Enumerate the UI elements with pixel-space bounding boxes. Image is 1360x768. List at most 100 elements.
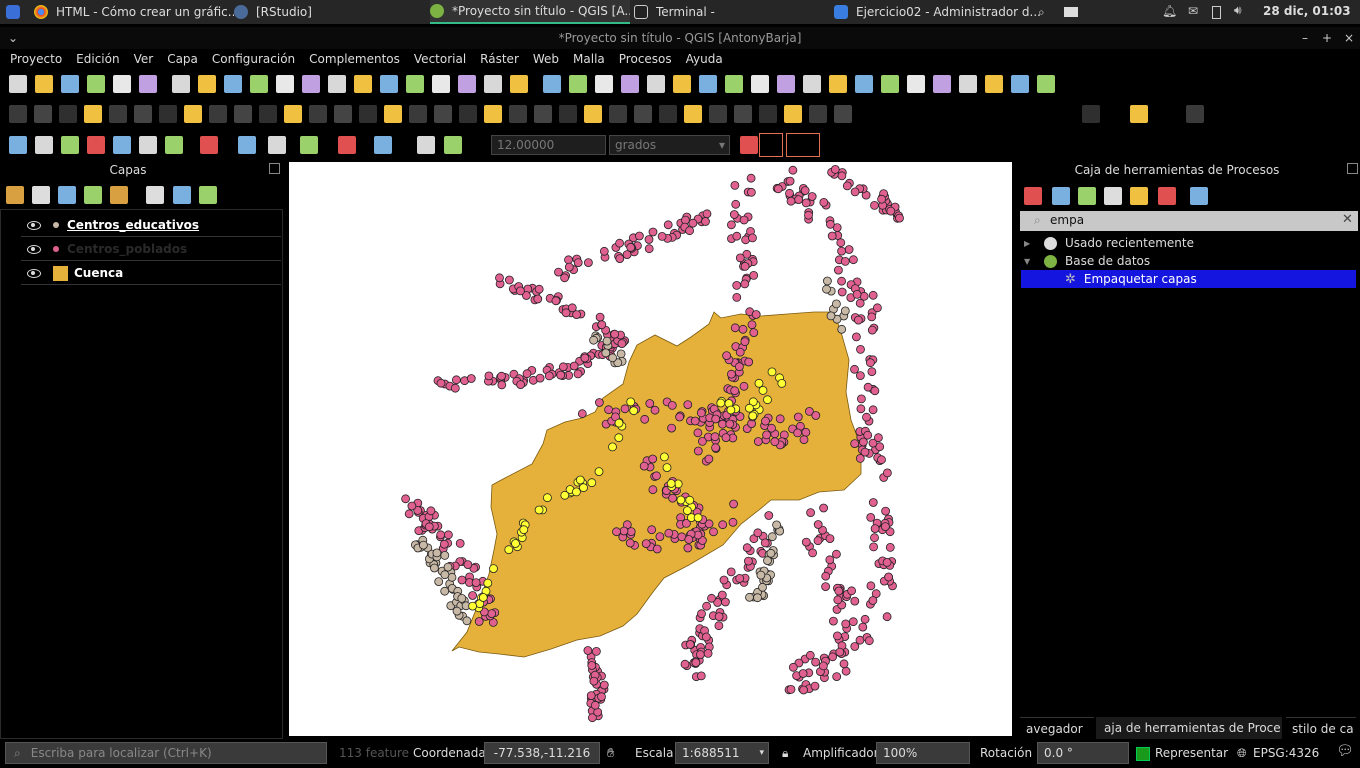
lock-icon[interactable]: 🔒︎ bbox=[782, 746, 789, 760]
crs-button[interactable]: EPSG:4326 bbox=[1253, 746, 1320, 760]
toolbar-tool-icon[interactable] bbox=[84, 105, 102, 123]
toolbar-tool-icon[interactable] bbox=[673, 75, 691, 93]
toolbar-tool-icon[interactable] bbox=[534, 105, 552, 123]
toolbar-tool-icon[interactable] bbox=[113, 75, 131, 93]
toolbar-tool-icon[interactable] bbox=[1104, 187, 1122, 205]
toolbar-tool-icon[interactable] bbox=[198, 75, 216, 93]
menu-capa[interactable]: Capa bbox=[167, 52, 198, 66]
toolbar-tool-icon[interactable] bbox=[59, 105, 77, 123]
toolbar-tool-icon[interactable] bbox=[338, 136, 356, 154]
bell-icon[interactable]: 🔔︎ bbox=[1162, 4, 1178, 18]
messages-icon[interactable]: 💬︎ bbox=[1336, 743, 1354, 759]
menu-ayuda[interactable]: Ayuda bbox=[685, 52, 723, 66]
toolbar-tool-icon[interactable] bbox=[444, 136, 462, 154]
task-chrome[interactable]: HTML - Cómo crear un gráfic... bbox=[34, 0, 234, 24]
toolbar-tool-icon[interactable] bbox=[647, 75, 665, 93]
layer-row-cuenca[interactable]: Cuenca bbox=[21, 262, 281, 285]
tab-navegador[interactable]: avegador bbox=[1020, 717, 1094, 739]
menu-edicion[interactable]: Edición bbox=[76, 52, 120, 66]
clear-search-icon[interactable]: ✕ bbox=[1342, 212, 1353, 227]
toolbar-tool-icon[interactable] bbox=[907, 75, 925, 93]
toolbar-tool-icon[interactable] bbox=[87, 136, 105, 154]
toolbar-tool-icon[interactable] bbox=[139, 136, 157, 154]
toolbar-tool-icon[interactable] bbox=[84, 186, 102, 204]
processing-search-input[interactable]: ⌕ empa ✕ bbox=[1020, 211, 1358, 231]
toolbar-tool-icon[interactable] bbox=[881, 75, 899, 93]
toolbar-tool-icon[interactable] bbox=[634, 105, 652, 123]
toolbar-tool-icon[interactable] bbox=[199, 186, 217, 204]
toolbar-tool-icon[interactable] bbox=[259, 105, 277, 123]
toolbar-tool-icon[interactable] bbox=[417, 136, 435, 154]
toolbar-tool-icon[interactable] bbox=[184, 105, 202, 123]
menu-raster[interactable]: Ráster bbox=[480, 52, 519, 66]
toolbar-tool-icon[interactable] bbox=[569, 75, 587, 93]
toolbar-tool-icon[interactable] bbox=[1078, 187, 1096, 205]
layer-row-centros-educativos[interactable]: Centros_educativos bbox=[21, 214, 281, 237]
task-qgis[interactable]: *Proyecto sin título - QGIS [A... bbox=[430, 0, 630, 24]
toolbar-tool-icon[interactable] bbox=[32, 186, 50, 204]
toolbar-tool-icon[interactable] bbox=[855, 75, 873, 93]
toolbar-tool-icon[interactable] bbox=[284, 105, 302, 123]
undock-icon[interactable] bbox=[269, 163, 280, 174]
toolbar-tool-icon[interactable] bbox=[709, 105, 727, 123]
toolbar-tool-icon[interactable] bbox=[809, 105, 827, 123]
volume-icon[interactable]: 🔊︎ bbox=[1234, 3, 1242, 17]
toolbar-tool-icon[interactable] bbox=[58, 186, 76, 204]
magnifier-spinbox[interactable]: 100% bbox=[876, 742, 970, 764]
toolbar-tool-icon[interactable] bbox=[87, 75, 105, 93]
toolbar-tool-icon[interactable] bbox=[1037, 75, 1055, 93]
toolbar-tool-icon[interactable] bbox=[209, 105, 227, 123]
toolbar-tool-icon[interactable] bbox=[621, 75, 639, 93]
map-canvas[interactable] bbox=[289, 162, 1012, 736]
toolbar-tool-icon[interactable] bbox=[328, 75, 346, 93]
toolbar-tool-icon[interactable] bbox=[803, 75, 821, 93]
toolbar-tool-icon[interactable] bbox=[409, 105, 427, 123]
toolbar-tool-icon[interactable] bbox=[751, 75, 769, 93]
toolbar-tool-icon[interactable] bbox=[1011, 75, 1029, 93]
toolbar-tool-icon[interactable] bbox=[734, 105, 752, 123]
toolbar-tool-icon[interactable] bbox=[543, 75, 561, 93]
toolbar-tool-icon[interactable] bbox=[224, 75, 242, 93]
locator-search-input[interactable]: ⌕ Escriba para localizar (Ctrl+K) bbox=[5, 742, 327, 764]
eye-icon[interactable] bbox=[27, 268, 41, 278]
toolbar-tool-icon[interactable] bbox=[34, 105, 52, 123]
toolbar-tool-icon[interactable] bbox=[1024, 187, 1042, 205]
menu-complementos[interactable]: Complementos bbox=[309, 52, 400, 66]
toolbar-tool-icon[interactable] bbox=[250, 75, 268, 93]
toolbar-tool-icon[interactable] bbox=[61, 75, 79, 93]
menu-web[interactable]: Web bbox=[532, 52, 560, 66]
tree-item-database[interactable]: ▼ Base de datos bbox=[1024, 252, 1150, 270]
toolbar-tool-icon[interactable] bbox=[484, 105, 502, 123]
toolbar-tool-icon[interactable] bbox=[110, 186, 128, 204]
minimize-icon[interactable]: – bbox=[1302, 31, 1308, 45]
toolbar-tool-icon[interactable] bbox=[9, 105, 27, 123]
toolbar-tool-icon[interactable] bbox=[725, 75, 743, 93]
window-menu-icon[interactable]: ⌄ bbox=[8, 31, 19, 45]
close-icon[interactable]: × bbox=[1344, 31, 1355, 45]
toolbar-tool-icon[interactable] bbox=[238, 136, 256, 154]
toolbar-tool-icon[interactable] bbox=[609, 105, 627, 123]
toolbar-tool-icon[interactable] bbox=[139, 75, 157, 93]
toolbar-tool-icon[interactable] bbox=[777, 75, 795, 93]
toolbar-tool-icon[interactable] bbox=[484, 75, 502, 93]
toolbar-tool-icon[interactable] bbox=[109, 105, 127, 123]
toolbar-tool-icon[interactable] bbox=[784, 105, 802, 123]
collapse-arrow-icon[interactable]: ▼ bbox=[1024, 256, 1031, 266]
toolbar-tool-icon[interactable] bbox=[834, 105, 852, 123]
toolbar-tool-icon[interactable] bbox=[559, 105, 577, 123]
menu-vectorial[interactable]: Vectorial bbox=[413, 52, 467, 66]
toolbar-tool-icon[interactable] bbox=[374, 136, 392, 154]
snap-intersection-button[interactable] bbox=[759, 133, 783, 157]
search-icon[interactable]: ⌕ bbox=[1038, 5, 1045, 19]
toolbar-tool-icon[interactable] bbox=[146, 186, 164, 204]
toolbar-tool-icon[interactable] bbox=[165, 136, 183, 154]
snap-trace-button[interactable] bbox=[786, 133, 820, 157]
scale-combo[interactable]: 1:688511 ▾ bbox=[675, 742, 769, 764]
toolbar-tool-icon[interactable] bbox=[380, 75, 398, 93]
toolbar-tool-icon[interactable] bbox=[359, 105, 377, 123]
task-rstudio[interactable]: [RStudio] bbox=[234, 0, 414, 24]
toolbar-tool-icon[interactable] bbox=[113, 136, 131, 154]
menu-procesos[interactable]: Procesos bbox=[618, 52, 672, 66]
toolbar-tool-icon[interactable] bbox=[268, 136, 286, 154]
toolbar-tool-icon[interactable] bbox=[432, 75, 450, 93]
